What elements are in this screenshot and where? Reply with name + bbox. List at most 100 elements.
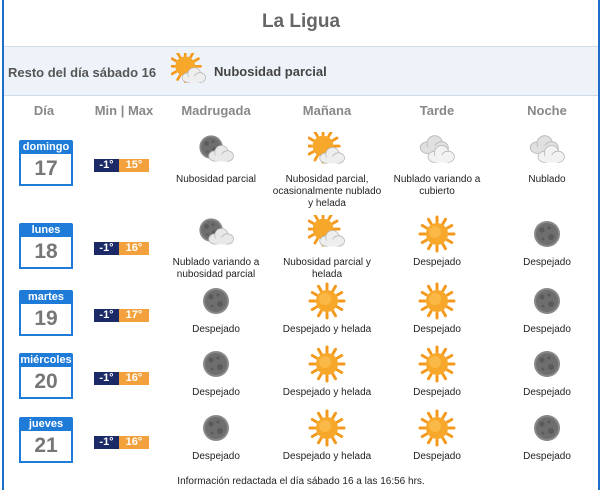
forecast-cell: Despejado xyxy=(158,345,274,399)
forecast-cell: Despejado xyxy=(489,215,602,269)
forecast-cell: Despejado xyxy=(489,345,602,399)
max-temp-badge: 16° xyxy=(119,242,149,255)
moon-icon xyxy=(489,409,602,447)
forecast-text: Despejado y helada xyxy=(282,387,372,398)
min-max-temps: -1° 15° xyxy=(94,159,149,172)
forecast-text: Despejado xyxy=(192,387,240,398)
forecast-text: Despejado y helada xyxy=(282,451,372,462)
forecast-text: Nubosidad parcial, ocasionalmente nublad… xyxy=(272,174,382,209)
max-temp-badge: 15° xyxy=(119,159,149,172)
calendar-day: jueves 21 xyxy=(19,417,73,463)
forecast-cell: Despejado y helada xyxy=(269,345,385,399)
sun-icon xyxy=(379,282,495,320)
forecast-text: Despejado xyxy=(413,324,461,335)
forecast-cell: Despejado xyxy=(379,215,495,269)
max-temp-badge: 17° xyxy=(119,309,149,322)
date-number: 18 xyxy=(19,237,73,269)
forecast-cell: Nubosidad parcial xyxy=(158,132,274,186)
weekday-label: jueves xyxy=(19,417,73,431)
forecast-cell: Despejado xyxy=(379,409,495,463)
forecast-cell: Nubosidad parcial y helada xyxy=(269,215,385,281)
rest-of-day-label: Resto del día sábado 16 xyxy=(8,65,157,80)
min-max-temps: -1° 16° xyxy=(94,436,149,449)
date-number: 19 xyxy=(19,304,73,336)
forecast-cell: Despejado y helada xyxy=(269,409,385,463)
cloudy-icon xyxy=(489,132,602,170)
moon-icon xyxy=(489,345,602,383)
header-tarde: Tarde xyxy=(419,103,455,118)
forecast-cell: Nublado xyxy=(489,132,602,186)
moon-cloud-icon xyxy=(158,132,274,170)
date-number: 21 xyxy=(19,431,73,463)
header-day: Día xyxy=(33,103,55,118)
min-temp-badge: -1° xyxy=(94,159,119,172)
forecast-text: Despejado xyxy=(523,451,571,462)
date-number: 17 xyxy=(19,154,73,186)
weekday-label: lunes xyxy=(19,223,73,237)
rest-of-day-description: Nubosidad parcial xyxy=(214,64,327,79)
forecast-cell: Nublado variando a nubosidad parcial xyxy=(158,215,274,281)
forecast-text: Despejado xyxy=(192,451,240,462)
forecast-cell: Despejado xyxy=(158,409,274,463)
header-noche: Noche xyxy=(527,103,567,118)
forecast-cell: Nubosidad parcial, ocasionalmente nublad… xyxy=(269,132,385,210)
calendar-day: lunes 18 xyxy=(19,223,73,269)
forecast-cell: Nublado variando a cubierto xyxy=(379,132,495,198)
header-manana: Mañana xyxy=(302,103,352,118)
forecast-cell: Despejado xyxy=(489,409,602,463)
partly-cloudy-icon xyxy=(168,49,207,89)
forecast-text: Despejado xyxy=(192,324,240,335)
calendar-day: miércoles 20 xyxy=(19,353,73,399)
header-minmax: Min | Max xyxy=(94,103,154,118)
min-temp-badge: -1° xyxy=(94,372,119,385)
forecast-text: Despejado xyxy=(523,387,571,398)
weekday-label: martes xyxy=(19,290,73,304)
min-temp-badge: -1° xyxy=(94,242,119,255)
min-temp-badge: -1° xyxy=(94,436,119,449)
sun-icon xyxy=(269,409,385,447)
forecast-text: Nublado variando a nubosidad parcial xyxy=(172,257,260,280)
forecast-text: Despejado y helada xyxy=(282,324,372,335)
forecast-text: Nublado variando a cubierto xyxy=(393,174,481,197)
footer-note: Información redactada el día sábado 16 a… xyxy=(177,476,425,487)
forecast-text: Despejado xyxy=(523,324,571,335)
weekday-label: miércoles xyxy=(19,353,73,367)
forecast-cell: Despejado xyxy=(489,282,602,336)
partly-cloudy-icon xyxy=(269,215,385,253)
date-number: 20 xyxy=(19,367,73,399)
forecast-text: Despejado xyxy=(413,387,461,398)
forecast-text: Nubosidad parcial xyxy=(175,174,257,185)
sun-icon xyxy=(269,282,385,320)
forecast-cell: Despejado xyxy=(379,282,495,336)
calendar-day: domingo 17 xyxy=(19,140,73,186)
cloudy-icon xyxy=(379,132,495,170)
max-temp-badge: 16° xyxy=(119,372,149,385)
calendar-day: martes 19 xyxy=(19,290,73,336)
forecast-cell: Despejado y helada xyxy=(269,282,385,336)
moon-icon xyxy=(489,215,602,253)
forecast-text: Nubosidad parcial y helada xyxy=(283,257,371,280)
header-madrugada: Madrugada xyxy=(181,103,251,118)
forecast-text: Despejado xyxy=(523,257,571,268)
min-max-temps: -1° 16° xyxy=(94,242,149,255)
forecast-text: Despejado xyxy=(413,257,461,268)
rest-of-day-bar: Resto del día sábado 16 Nubosidad parcia… xyxy=(4,46,598,96)
max-temp-badge: 16° xyxy=(119,436,149,449)
forecast-text: Nublado xyxy=(528,174,566,185)
moon-icon xyxy=(158,345,274,383)
min-temp-badge: -1° xyxy=(94,309,119,322)
min-max-temps: -1° 17° xyxy=(94,309,149,322)
moon-icon xyxy=(158,409,274,447)
location-title: La Ligua xyxy=(261,11,341,32)
weekday-label: domingo xyxy=(19,140,73,154)
moon-icon xyxy=(489,282,602,320)
partly-cloudy-icon xyxy=(269,132,385,170)
sun-icon xyxy=(379,215,495,253)
min-max-temps: -1° 16° xyxy=(94,372,149,385)
sun-icon xyxy=(379,409,495,447)
forecast-text: Despejado xyxy=(413,451,461,462)
sun-icon xyxy=(269,345,385,383)
sun-icon xyxy=(379,345,495,383)
moon-icon xyxy=(158,282,274,320)
